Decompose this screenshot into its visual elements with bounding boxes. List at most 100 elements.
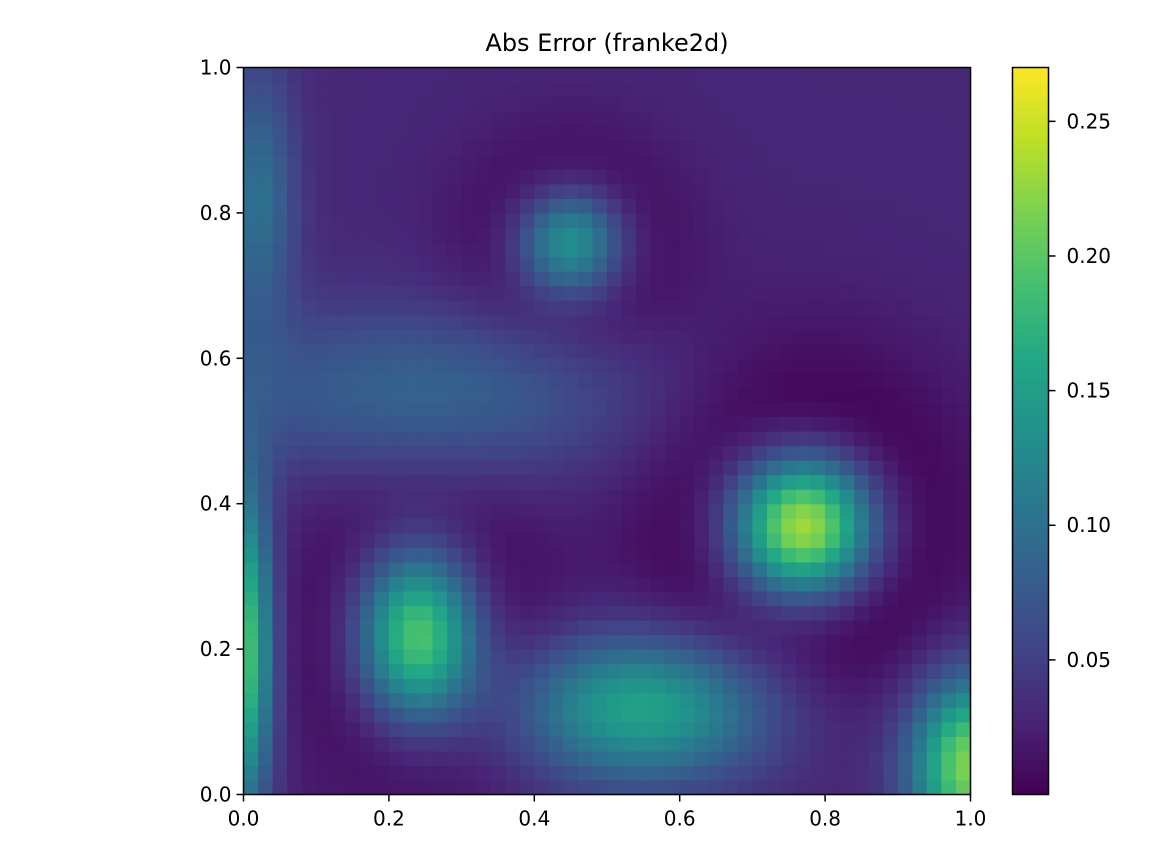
heatmap-cell	[650, 372, 666, 388]
heatmap-cells	[243, 67, 972, 796]
heatmap-cell	[476, 678, 492, 694]
heatmap-cell	[752, 736, 768, 752]
heatmap-cell	[941, 561, 957, 577]
heatmap-cell	[752, 140, 768, 156]
heatmap-cell	[505, 503, 521, 519]
heatmap-cell	[839, 460, 855, 476]
heatmap-cell	[679, 779, 695, 796]
heatmap-cell	[621, 707, 637, 723]
heatmap-cell	[825, 503, 841, 519]
heatmap-cell	[941, 212, 957, 229]
heatmap-cell	[766, 183, 783, 199]
heatmap-cell	[374, 343, 390, 359]
heatmap-cell	[839, 576, 855, 592]
heatmap-cell	[287, 590, 303, 607]
heatmap-cell	[388, 256, 405, 272]
heatmap-cell	[272, 692, 288, 708]
heatmap-cell	[563, 241, 579, 258]
heatmap-cell	[345, 82, 361, 98]
heatmap-cell	[534, 67, 550, 83]
heatmap-cell	[912, 227, 928, 243]
heatmap-cell	[607, 605, 623, 621]
heatmap-cell	[432, 125, 448, 141]
heatmap-cell	[388, 707, 405, 723]
heatmap-cell	[665, 561, 681, 577]
heatmap-cell	[461, 96, 477, 112]
heatmap-cell	[258, 67, 274, 83]
heatmap-cell	[432, 96, 448, 112]
heatmap-cell	[766, 620, 783, 636]
heatmap-cell	[766, 503, 783, 519]
heatmap-cell	[650, 590, 666, 607]
heatmap-cell	[577, 445, 594, 461]
heatmap-cell	[534, 561, 550, 577]
plot-frame	[242, 66, 972, 796]
heatmap-cell	[577, 285, 594, 301]
heatmap-cell	[955, 634, 972, 650]
heatmap-cell	[897, 736, 913, 752]
heatmap-cell	[272, 590, 288, 607]
heatmap-cell	[447, 300, 463, 316]
heatmap-cell	[737, 125, 753, 141]
heatmap-cell	[417, 329, 434, 345]
heatmap-cell	[650, 721, 666, 737]
heatmap-cell	[723, 590, 739, 607]
heatmap-cell	[577, 401, 594, 418]
heatmap-cell	[534, 358, 550, 374]
heatmap-cell	[476, 779, 492, 796]
heatmap-cell	[926, 343, 943, 359]
heatmap-cell	[316, 343, 332, 359]
heatmap-cell	[519, 125, 535, 141]
heatmap-cell	[839, 634, 855, 650]
heatmap-cell	[505, 271, 521, 287]
heatmap-cell	[883, 590, 899, 607]
heatmap-cell	[577, 765, 594, 781]
heatmap-cell	[505, 329, 521, 345]
heatmap-cell	[563, 460, 579, 476]
heatmap-cell	[766, 358, 783, 374]
heatmap-cell	[301, 96, 317, 112]
heatmap-cell	[723, 532, 739, 548]
heatmap-cell	[723, 736, 739, 752]
heatmap-cell	[577, 387, 594, 403]
heatmap-cell	[810, 416, 826, 432]
heatmap-cell	[345, 678, 361, 694]
heatmap-cell	[374, 96, 390, 112]
heatmap-cell	[403, 358, 419, 374]
heatmap-cell	[592, 431, 608, 447]
heatmap-cell	[505, 169, 521, 185]
heatmap-cell	[243, 343, 259, 359]
heatmap-cell	[781, 183, 797, 199]
heatmap-cell	[447, 663, 463, 679]
heatmap-cell	[912, 474, 928, 490]
heatmap-cell	[607, 67, 623, 83]
heatmap-cell	[636, 212, 652, 229]
heatmap-cell	[679, 300, 695, 316]
heatmap-cell	[432, 779, 448, 796]
heatmap-cell	[926, 372, 943, 388]
heatmap-cell	[752, 67, 768, 83]
heatmap-cell	[941, 358, 957, 374]
heatmap-cell	[243, 285, 259, 301]
heatmap-cell	[534, 503, 550, 519]
heatmap-cell	[272, 372, 288, 388]
heatmap-cell	[388, 561, 405, 577]
heatmap-cell	[519, 620, 535, 636]
heatmap-cell	[868, 343, 884, 359]
heatmap-cell	[883, 678, 899, 694]
heatmap-cell	[359, 634, 375, 650]
heatmap-cell	[374, 431, 390, 447]
heatmap-cell	[912, 503, 928, 519]
heatmap-cell	[839, 590, 855, 607]
heatmap-cell	[417, 532, 434, 548]
heatmap-cell	[432, 387, 448, 403]
heatmap-cell	[505, 183, 521, 199]
heatmap-cell	[636, 736, 652, 752]
heatmap-cell	[825, 183, 841, 199]
heatmap-cell	[621, 518, 637, 534]
heatmap-cell	[577, 358, 594, 374]
heatmap-cell	[621, 67, 637, 83]
heatmap-cell	[810, 678, 826, 694]
heatmap-cell	[650, 736, 666, 752]
heatmap-cell	[810, 460, 826, 476]
